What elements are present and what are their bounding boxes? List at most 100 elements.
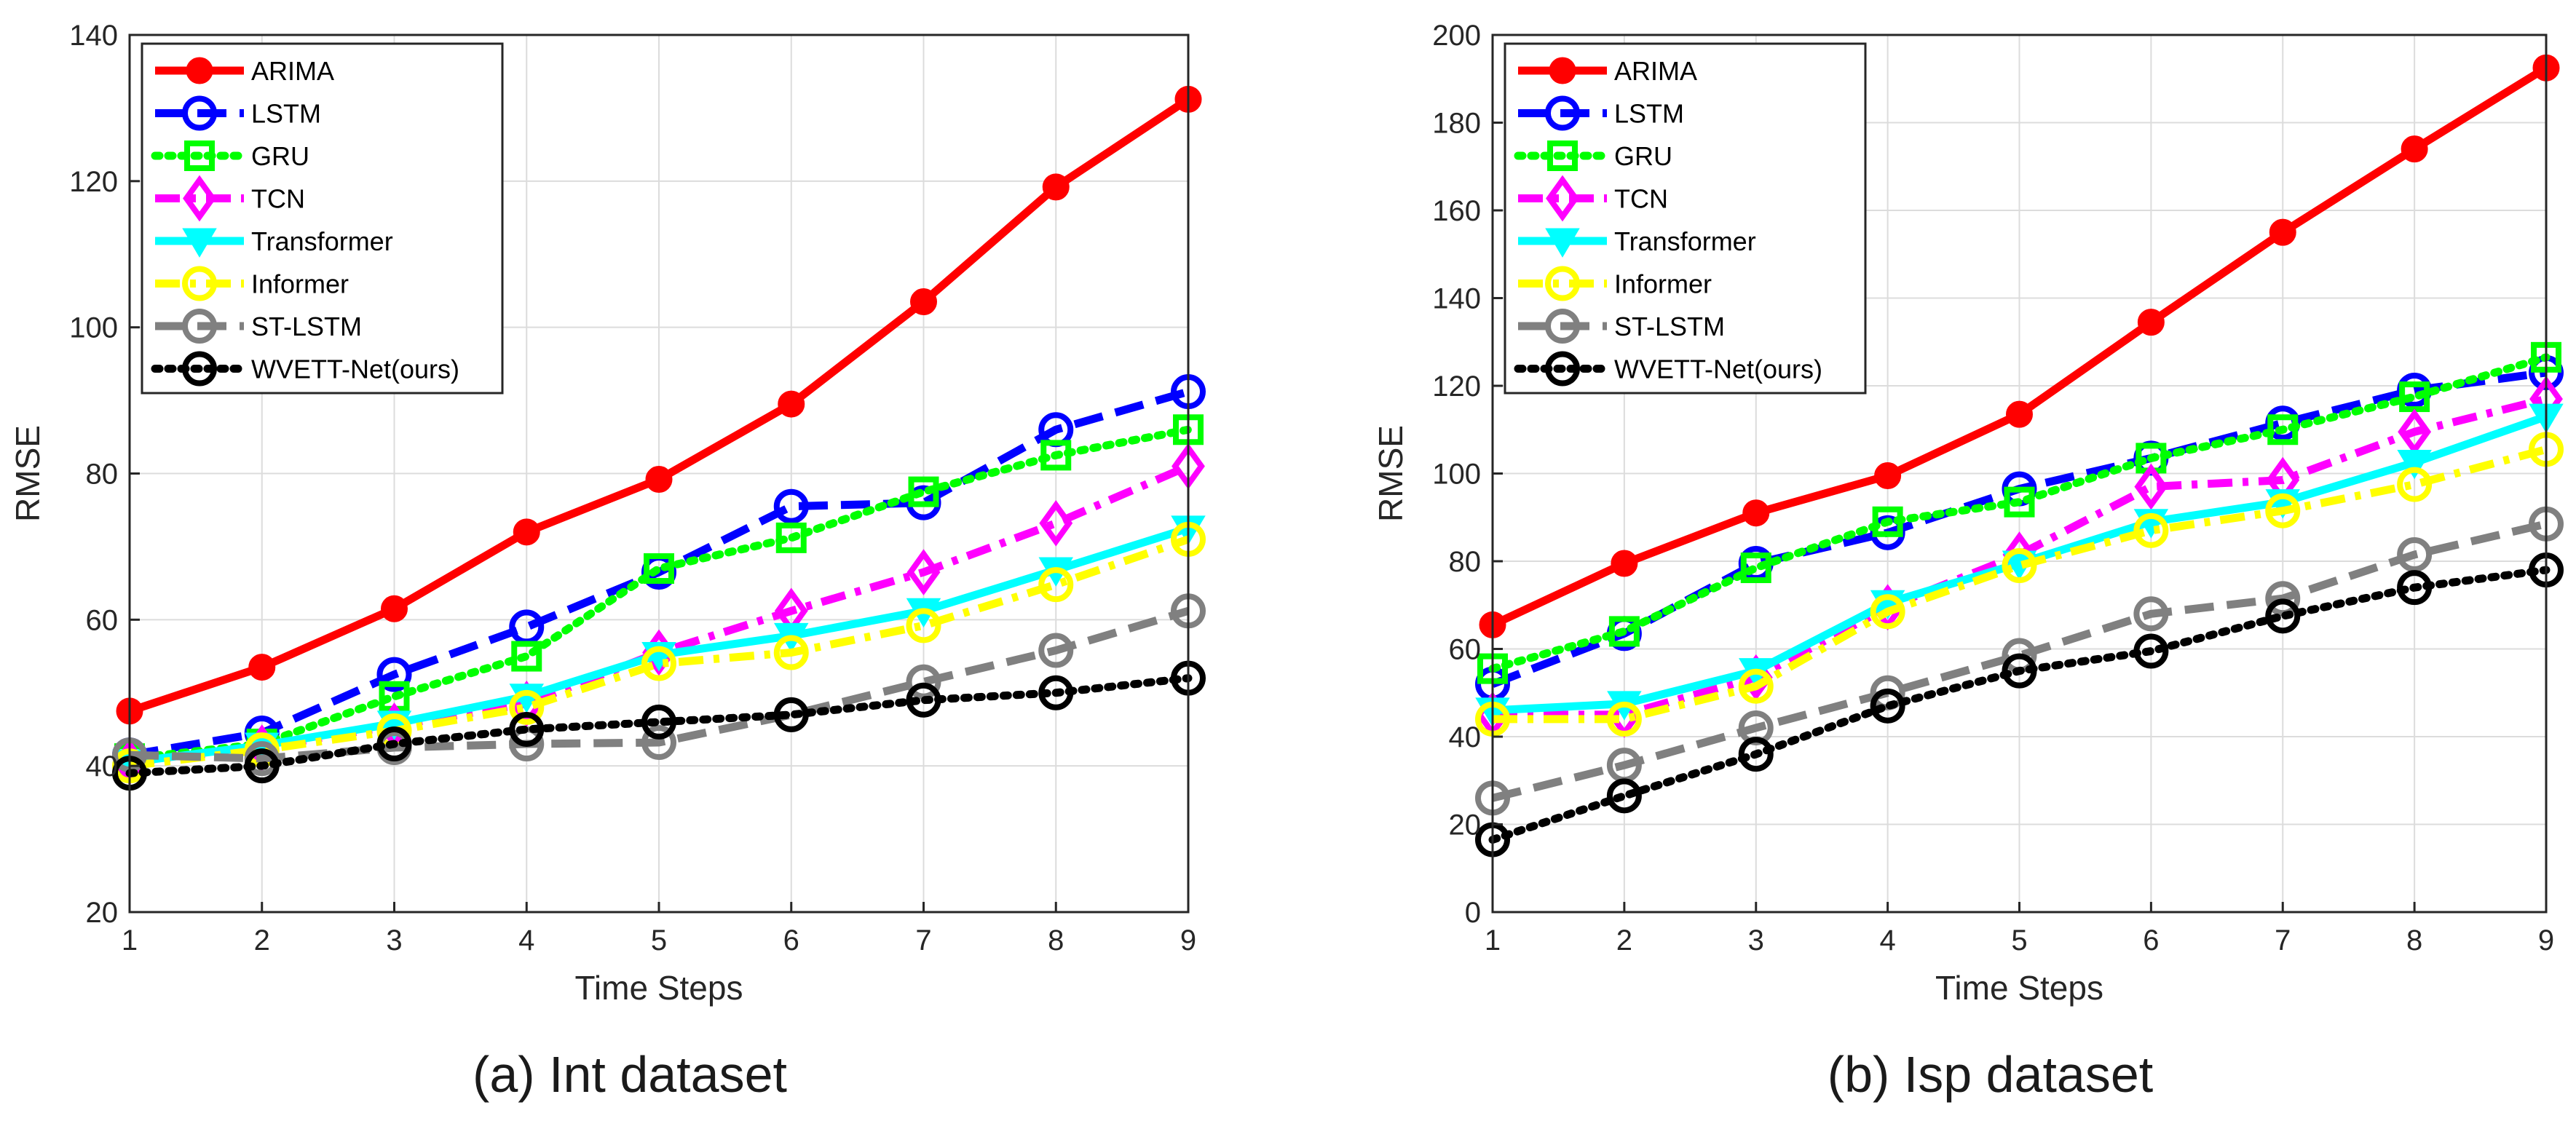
y-tick-label: 140	[1432, 283, 1481, 315]
y-axis-label: RMSE	[9, 425, 47, 522]
data-point-informer	[641, 646, 676, 681]
legend-marker-arima	[186, 57, 213, 84]
x-tick-label: 9	[2538, 924, 2554, 956]
legend-label-informer: Informer	[1614, 269, 1712, 299]
data-point-informer	[2397, 467, 2433, 502]
data-point-tcn	[1039, 499, 1073, 547]
x-tick-label: 1	[1485, 924, 1501, 956]
data-point-tcn	[2134, 463, 2168, 510]
data-point-gru	[775, 522, 807, 553]
legend: ARIMA LSTM GRU TCN Transformer Informer ST-LST…	[141, 42, 504, 395]
y-tick-label: 40	[1449, 721, 1482, 753]
data-point-arima	[248, 654, 276, 681]
data-point-arima	[2269, 218, 2296, 246]
series-line-st-lstm	[129, 607, 1190, 763]
data-point-wvett-net-ours	[1606, 778, 1642, 814]
data-point-wvett-net-ours	[2002, 653, 2037, 689]
data-point-gru	[511, 641, 542, 672]
data-point-wvett-net-ours	[1738, 737, 1774, 772]
legend-marker-transformer	[1545, 228, 1580, 258]
y-tick-label: 20	[1449, 809, 1482, 841]
data-point-wvett-net-ours	[1870, 688, 1905, 724]
legend-marker-tcn	[1546, 175, 1579, 222]
data-point-arima	[910, 288, 937, 316]
data-point-informer	[509, 689, 545, 725]
legend-label-gru: GRU	[1614, 141, 1672, 171]
legend-label-transformer: Transformer	[1614, 226, 1756, 256]
data-point-informer	[906, 608, 941, 643]
data-point-informer	[773, 635, 809, 670]
legend-label-tcn: TCN	[251, 184, 305, 214]
data-point-gru	[1040, 440, 1072, 471]
series-line-gru	[125, 425, 1193, 763]
series-line-tcn	[1493, 395, 2548, 719]
legend-label-lstm: LSTM	[1614, 99, 1684, 129]
data-point-arima	[1611, 550, 1638, 577]
x-axis-label: Time Steps	[1935, 969, 2103, 1007]
legend-label-tcn: TCN	[1614, 184, 1668, 214]
data-point-wvett-net-ours	[1038, 675, 1074, 710]
legend-marker-st-lstm	[1545, 309, 1580, 344]
data-point-wvett-net-ours	[244, 748, 280, 784]
data-point-arima	[1042, 173, 1070, 201]
series-line-gru	[1488, 353, 2551, 673]
x-tick-label: 2	[254, 924, 270, 956]
chart-panel-isp: 1 2 3 4 5 6 7 8 9 0 20 40 60 80 100 120 140 160 180 200 Time…	[1372, 20, 2564, 1103]
y-axis-label: RMSE	[1372, 425, 1410, 522]
data-point-wvett-net-ours	[376, 726, 412, 762]
legend-marker-arima	[1549, 57, 1576, 84]
series-informer	[1475, 432, 2564, 737]
data-point-arima	[2401, 135, 2428, 163]
legend-marker-informer	[182, 266, 217, 301]
x-tick-label: 4	[518, 924, 534, 956]
x-tick-label: 1	[122, 924, 138, 956]
y-tick-label: 60	[86, 604, 119, 636]
legend-marker-tcn	[183, 175, 216, 222]
data-point-wvett-net-ours	[509, 711, 545, 747]
legend-label-lstm: LSTM	[251, 99, 321, 129]
x-tick-label: 2	[1616, 924, 1632, 956]
legend-marker-transformer	[182, 228, 217, 258]
legend-label-gru: GRU	[251, 141, 309, 171]
legend-label-arima: ARIMA	[1614, 56, 1697, 86]
y-tick-label: 120	[69, 166, 118, 198]
legend-marker-gru	[1547, 140, 1578, 171]
series-line-wvett-net-ours	[1488, 566, 2551, 844]
data-point-gru	[1740, 552, 1771, 584]
y-tick-label: 120	[1432, 371, 1481, 403]
y-tick-label: 100	[1432, 459, 1481, 491]
legend-marker-wvett-net-ours	[182, 351, 217, 387]
legend-label-arima: ARIMA	[251, 56, 334, 86]
data-point-gru	[2004, 486, 2035, 518]
data-point-wvett-net-ours	[2397, 570, 2433, 606]
data-point-arima	[778, 390, 805, 418]
data-point-arima	[2137, 309, 2165, 336]
x-tick-label: 8	[2406, 924, 2422, 956]
data-point-lstm	[376, 657, 412, 692]
y-tick-label: 80	[1449, 546, 1482, 578]
data-point-gru	[2267, 414, 2299, 445]
data-point-arima	[1874, 462, 1902, 490]
legend-label-transformer: Transformer	[251, 226, 393, 256]
y-tick-label: 140	[69, 20, 118, 52]
legend-marker-informer	[1545, 266, 1580, 301]
legend-box	[141, 42, 504, 395]
legend-marker-st-lstm	[182, 309, 217, 344]
data-point-arima	[645, 466, 673, 494]
x-tick-label: 6	[783, 924, 799, 956]
y-tick-label: 160	[1432, 195, 1481, 227]
data-point-arima	[1742, 499, 1770, 527]
data-point-arima	[513, 518, 540, 546]
x-tick-label: 9	[1180, 924, 1196, 956]
x-tick-label: 5	[2011, 924, 2027, 956]
x-tick-label: 4	[1880, 924, 1896, 956]
y-tick-label: 40	[86, 750, 119, 783]
data-point-gru	[1872, 506, 1903, 537]
y-tick-label: 80	[86, 459, 119, 491]
chart-panel-int: 1 2 3 4 5 6 7 8 9 20 40 60 80 100 120 140 Time Steps RMSE…	[9, 20, 1206, 1103]
data-point-informer	[1606, 701, 1642, 737]
data-point-arima	[381, 595, 408, 622]
data-point-informer	[1870, 594, 1905, 630]
legend-label-informer: Informer	[251, 269, 349, 299]
